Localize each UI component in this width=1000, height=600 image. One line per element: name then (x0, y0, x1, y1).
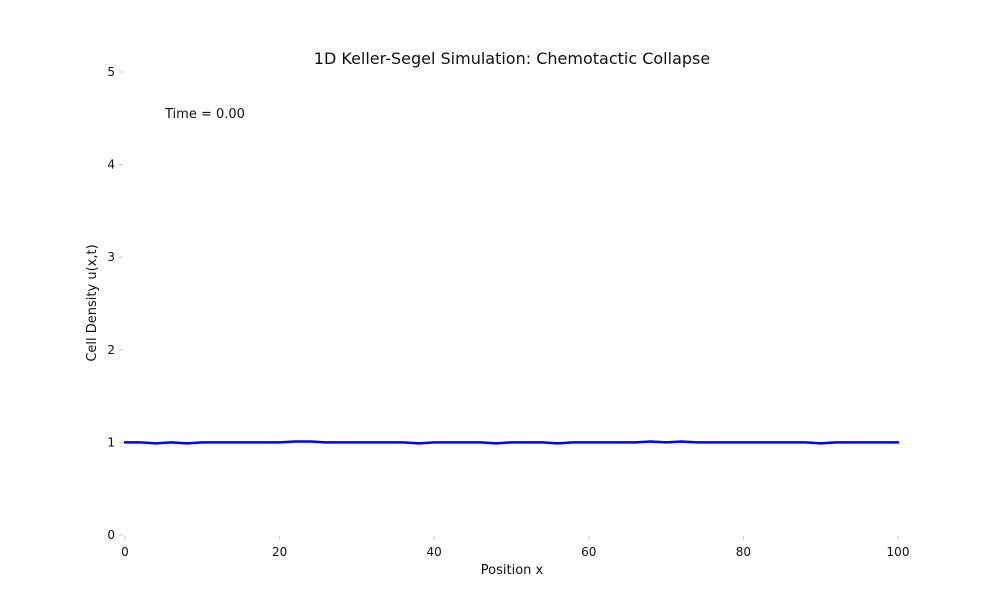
data-point (417, 442, 420, 445)
y-tick-label: 3 (107, 250, 115, 264)
data-point (124, 441, 126, 444)
data-point (170, 441, 173, 444)
data-point (603, 441, 606, 444)
series-layer (123, 440, 900, 445)
data-point (464, 441, 467, 444)
y-axis-ticks: 0 1 2 3 4 5 (107, 65, 123, 542)
data-point (618, 441, 621, 444)
data-point (433, 441, 436, 444)
x-tick-label: 0 (121, 545, 129, 559)
data-point (773, 441, 776, 444)
data-point (634, 441, 637, 444)
data-point (881, 441, 884, 444)
data-point (757, 441, 760, 444)
data-point (587, 441, 590, 444)
data-point (866, 441, 869, 444)
data-point (371, 441, 374, 444)
data-point (819, 442, 822, 445)
data-point (850, 441, 853, 444)
y-tick-label: 5 (107, 65, 115, 79)
data-point (479, 441, 482, 444)
data-point (556, 442, 559, 445)
data-point (835, 441, 838, 444)
x-axis-ticks: 0 20 40 60 80 100 (121, 536, 909, 559)
data-point (665, 441, 668, 444)
x-tick-label: 100 (887, 545, 910, 559)
x-tick-label: 20 (272, 545, 287, 559)
x-tick-label: 40 (427, 545, 442, 559)
data-point (572, 441, 575, 444)
y-tick-label: 0 (107, 528, 115, 542)
data-point (154, 442, 157, 445)
data-point (448, 441, 451, 444)
data-point (247, 441, 250, 444)
data-point (216, 441, 219, 444)
data-point (386, 441, 389, 444)
data-point (525, 441, 528, 444)
data-point (232, 441, 235, 444)
data-point (696, 441, 699, 444)
y-tick-label: 1 (107, 435, 115, 449)
data-point (541, 441, 544, 444)
data-point (263, 441, 266, 444)
data-point (510, 441, 513, 444)
chart-title: 1D Keller-Segel Simulation: Chemotactic … (314, 49, 710, 68)
data-point (711, 441, 714, 444)
data-point (742, 441, 745, 444)
data-point (139, 441, 142, 444)
data-point (185, 442, 188, 445)
data-point (324, 441, 327, 444)
data-point (897, 441, 899, 444)
y-axis-label: Cell Density u(x,t) (85, 244, 100, 361)
data-point (309, 440, 312, 443)
y-tick-label: 4 (107, 158, 115, 172)
data-point (402, 441, 405, 444)
y-tick-label: 2 (107, 343, 115, 357)
data-point (726, 441, 729, 444)
x-tick-label: 60 (581, 545, 596, 559)
data-point (495, 442, 498, 445)
x-axis-label: Position x (481, 563, 544, 578)
data-point (788, 441, 791, 444)
data-point (278, 441, 281, 444)
data-point (294, 440, 297, 443)
data-point (355, 441, 358, 444)
data-point (804, 441, 807, 444)
x-tick-label: 80 (736, 545, 751, 559)
data-point (680, 440, 683, 443)
data-point (340, 441, 343, 444)
time-annotation: Time = 0.00 (164, 107, 245, 122)
data-point (649, 440, 652, 443)
data-point (201, 441, 204, 444)
